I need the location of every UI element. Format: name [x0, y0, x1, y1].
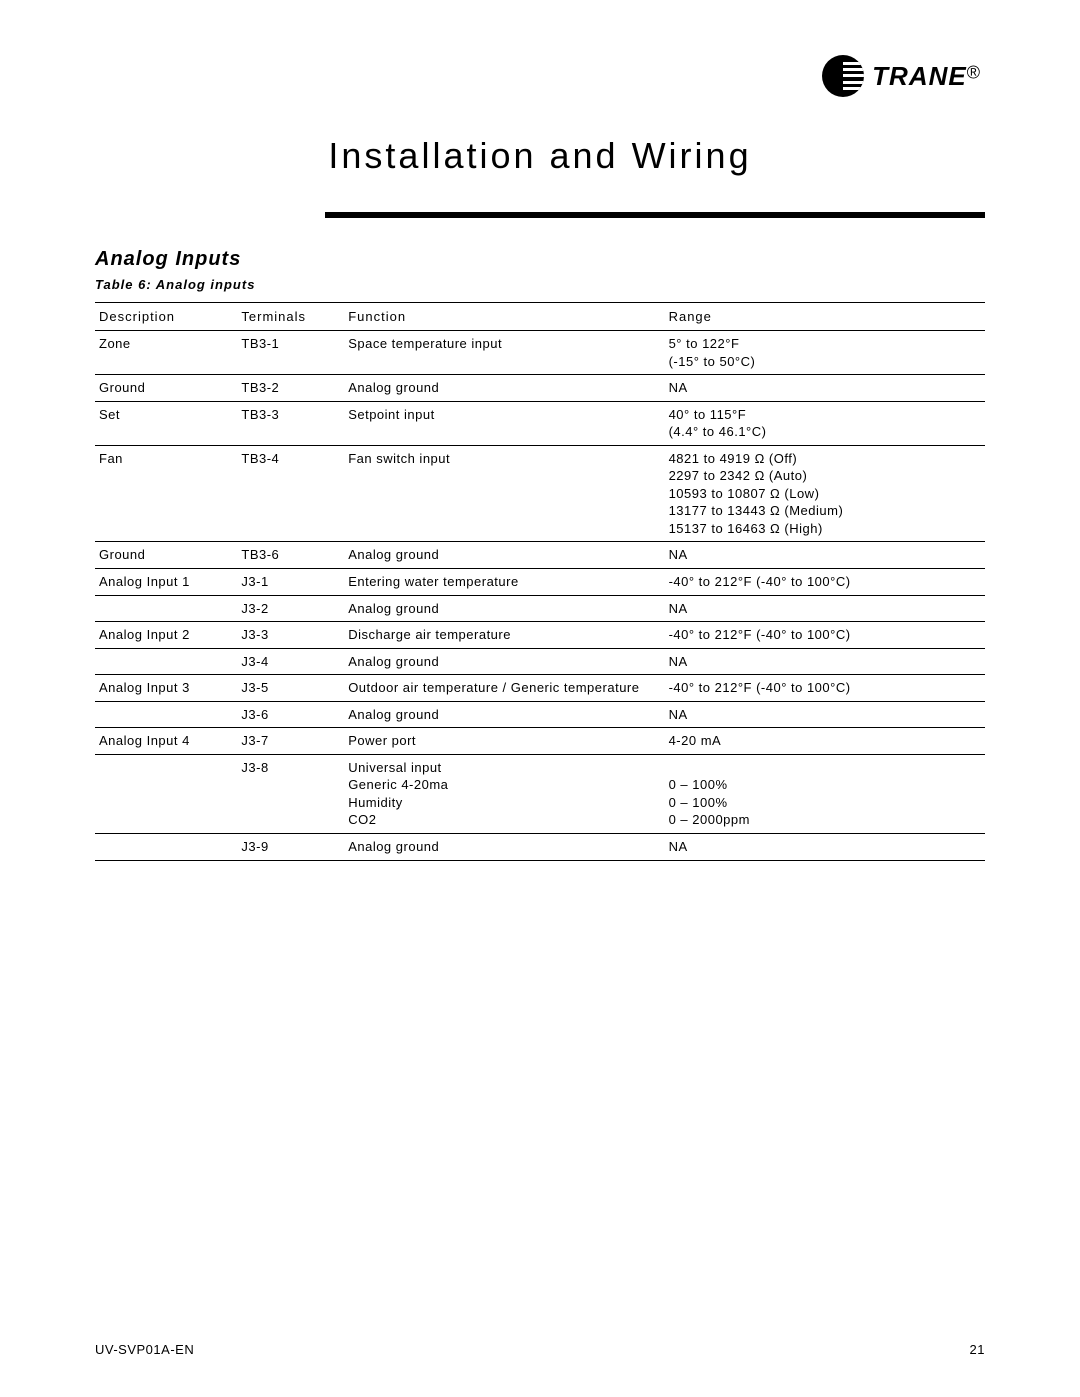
table-row: GroundTB3-6Analog groundNA — [95, 542, 985, 569]
cell-term: J3-5 — [237, 675, 344, 702]
analog-inputs-table: Description Terminals Function Range Zon… — [95, 302, 985, 861]
document-page: TRANE® Installation and Wiring Analog In… — [0, 0, 1080, 1397]
cell-func: Setpoint input — [344, 401, 664, 445]
cell-func: Analog ground — [344, 701, 664, 728]
col-header-description: Description — [95, 303, 237, 331]
title-rule — [325, 212, 985, 218]
cell-range: NA — [665, 595, 985, 622]
table-row: J3-8Universal input Generic 4-20ma Humid… — [95, 754, 985, 833]
table-row: FanTB3-4Fan switch input4821 to 4919 Ω (… — [95, 445, 985, 542]
brand-logo-icon — [822, 55, 864, 97]
cell-func: Analog ground — [344, 375, 664, 402]
cell-func: Power port — [344, 728, 664, 755]
cell-term: J3-4 — [237, 648, 344, 675]
table-row: Analog Input 2J3-3Discharge air temperat… — [95, 622, 985, 649]
cell-desc: Ground — [95, 542, 237, 569]
table-row: Analog Input 1J3-1Entering water tempera… — [95, 569, 985, 596]
cell-range: NA — [665, 375, 985, 402]
cell-desc — [95, 754, 237, 833]
cell-term: J3-9 — [237, 834, 344, 861]
cell-desc — [95, 834, 237, 861]
cell-range: 4821 to 4919 Ω (Off) 2297 to 2342 Ω (Aut… — [665, 445, 985, 542]
cell-desc — [95, 595, 237, 622]
table-body: ZoneTB3-1Space temperature input5° to 12… — [95, 331, 985, 861]
cell-term: J3-6 — [237, 701, 344, 728]
cell-term: J3-3 — [237, 622, 344, 649]
cell-range: NA — [665, 701, 985, 728]
table-row: SetTB3-3Setpoint input40° to 115°F (4.4°… — [95, 401, 985, 445]
cell-range: NA — [665, 834, 985, 861]
cell-term: TB3-1 — [237, 331, 344, 375]
page-title: Installation and Wiring — [95, 135, 985, 177]
cell-term: TB3-3 — [237, 401, 344, 445]
table-row: Analog Input 4J3-7Power port4-20 mA — [95, 728, 985, 755]
cell-range: 40° to 115°F (4.4° to 46.1°C) — [665, 401, 985, 445]
table-row: J3-4Analog groundNA — [95, 648, 985, 675]
table-row: Analog Input 3J3-5Outdoor air temperatur… — [95, 675, 985, 702]
table-caption: Table 6: Analog inputs — [95, 277, 985, 292]
table-row: ZoneTB3-1Space temperature input5° to 12… — [95, 331, 985, 375]
cell-func: Analog ground — [344, 834, 664, 861]
cell-desc: Ground — [95, 375, 237, 402]
cell-desc: Analog Input 1 — [95, 569, 237, 596]
cell-func: Universal input Generic 4-20ma Humidity … — [344, 754, 664, 833]
cell-term: TB3-6 — [237, 542, 344, 569]
page-footer: UV-SVP01A-EN 21 — [95, 1342, 985, 1357]
cell-func: Space temperature input — [344, 331, 664, 375]
cell-range: 4-20 mA — [665, 728, 985, 755]
cell-range: -40° to 212°F (-40° to 100°C) — [665, 622, 985, 649]
table-row: GroundTB3-2Analog groundNA — [95, 375, 985, 402]
cell-desc: Set — [95, 401, 237, 445]
section-title: Analog Inputs — [95, 248, 985, 271]
cell-func: Analog ground — [344, 542, 664, 569]
cell-range: 5° to 122°F (-15° to 50°C) — [665, 331, 985, 375]
table-row: J3-9Analog groundNA — [95, 834, 985, 861]
cell-range: 0 – 100% 0 – 100% 0 – 2000ppm — [665, 754, 985, 833]
cell-term: TB3-2 — [237, 375, 344, 402]
cell-range: NA — [665, 648, 985, 675]
cell-term: J3-8 — [237, 754, 344, 833]
cell-term: J3-2 — [237, 595, 344, 622]
brand-logo: TRANE® — [822, 55, 980, 97]
brand-name: TRANE — [872, 61, 967, 91]
cell-func: Fan switch input — [344, 445, 664, 542]
cell-func: Outdoor air temperature / Generic temper… — [344, 675, 664, 702]
cell-desc: Analog Input 2 — [95, 622, 237, 649]
cell-func: Entering water temperature — [344, 569, 664, 596]
cell-desc — [95, 648, 237, 675]
footer-doc-id: UV-SVP01A-EN — [95, 1342, 194, 1357]
cell-term: J3-1 — [237, 569, 344, 596]
table-row: J3-2Analog groundNA — [95, 595, 985, 622]
cell-desc: Analog Input 4 — [95, 728, 237, 755]
cell-range: NA — [665, 542, 985, 569]
table-header-row: Description Terminals Function Range — [95, 303, 985, 331]
cell-range: -40° to 212°F (-40° to 100°C) — [665, 675, 985, 702]
cell-range: -40° to 212°F (-40° to 100°C) — [665, 569, 985, 596]
col-header-terminals: Terminals — [237, 303, 344, 331]
cell-desc: Zone — [95, 331, 237, 375]
col-header-range: Range — [665, 303, 985, 331]
cell-func: Discharge air temperature — [344, 622, 664, 649]
footer-page-number: 21 — [970, 1342, 985, 1357]
registered-icon: ® — [967, 62, 980, 82]
col-header-function: Function — [344, 303, 664, 331]
cell-term: TB3-4 — [237, 445, 344, 542]
cell-desc: Analog Input 3 — [95, 675, 237, 702]
cell-func: Analog ground — [344, 595, 664, 622]
cell-term: J3-7 — [237, 728, 344, 755]
table-row: J3-6Analog groundNA — [95, 701, 985, 728]
cell-desc: Fan — [95, 445, 237, 542]
cell-desc — [95, 701, 237, 728]
cell-func: Analog ground — [344, 648, 664, 675]
brand-logo-text: TRANE® — [872, 61, 980, 92]
